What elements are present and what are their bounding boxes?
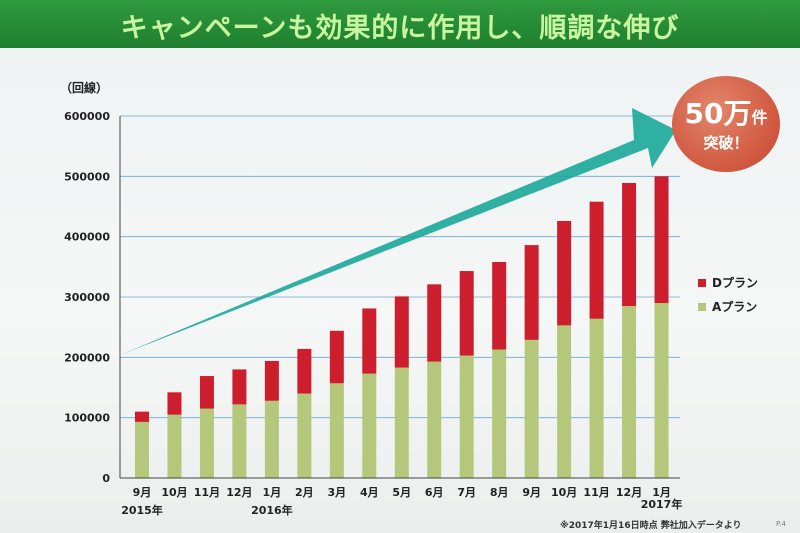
bar-segment [232, 404, 247, 478]
year-labels: 2015年 2016年 2017年 [121, 497, 682, 517]
x-tick-label: 4月 [360, 486, 379, 499]
y-tick-label: 300000 [64, 291, 110, 304]
legend-swatch [698, 279, 706, 287]
bar-segment [135, 421, 149, 478]
x-tick-label: 1月 [263, 486, 282, 499]
y-tick-label: 100000 [64, 412, 110, 425]
bar-segment [264, 400, 279, 478]
year-label: 2015年 [121, 503, 163, 517]
y-tick-label: 600000 [64, 110, 110, 123]
bar-segment [167, 392, 182, 415]
page-number: P.4 [776, 520, 786, 528]
x-tick-label: 12月 [226, 486, 252, 499]
bar-segment [654, 303, 669, 478]
x-axis-ticks: 9月 10月 11月 12月 1月 2月 3月 4月 5月 6月 7月 8月 9月 10月 11月 12月 1月 [133, 486, 671, 499]
badge-unit: 件 [751, 108, 768, 127]
footnote: ※2017年1月16日時点 弊社加入データより [560, 521, 742, 531]
x-tick-label: 3月 [327, 486, 346, 499]
y-tick-label: 0 [102, 472, 110, 485]
x-tick-label: 2月 [295, 486, 314, 499]
title-bar: キャンペーンも効果的に作用し、順調な伸び [0, 0, 800, 48]
x-tick-label: 6月 [425, 486, 444, 499]
bar-segment [167, 414, 182, 478]
bar-segment [394, 296, 409, 368]
x-tick-label: 11月 [583, 486, 609, 499]
y-axis-unit-label: （回線） [60, 80, 108, 95]
bar-segment [589, 201, 604, 319]
x-tick-label: 7月 [457, 486, 476, 499]
bar-segment [622, 182, 637, 307]
legend: Dプラン Aプラン [698, 275, 758, 314]
year-label: 2017年 [641, 497, 683, 511]
x-tick-label: 1月 [652, 486, 671, 499]
bar-segment [329, 330, 344, 384]
y-tick-label: 400000 [64, 231, 110, 244]
y-axis-ticks: 0 100000 200000 300000 400000 500000 600000 [64, 110, 110, 485]
x-tick-label: 5月 [392, 486, 411, 499]
bar-segment [654, 176, 669, 304]
bar-segment [394, 367, 409, 478]
bar-segment [622, 306, 637, 478]
bar-segment [362, 373, 377, 478]
milestone-badge: 50万件 突破！ [672, 76, 780, 172]
bar-segment [459, 355, 474, 478]
x-tick-label: 10月 [161, 486, 187, 499]
bar-segment [297, 348, 312, 394]
bars [135, 176, 669, 478]
bar-segment [459, 271, 474, 356]
y-tick-label: 200000 [64, 351, 110, 364]
bar-segment [199, 408, 214, 478]
x-tick-label: 8月 [490, 486, 509, 499]
bar-segment [427, 284, 442, 362]
x-tick-label: 10月 [551, 486, 577, 499]
x-tick-label: 12月 [616, 486, 642, 499]
bar-segment [232, 369, 247, 405]
legend-label: Dプラン [712, 275, 758, 290]
bar-segment [297, 393, 312, 478]
bar-segment [135, 411, 149, 422]
bar-segment [329, 383, 344, 478]
bar-segment [427, 361, 442, 478]
bar-segment [524, 339, 539, 478]
badge-subtext: 突破！ [703, 134, 749, 152]
legend-label: Aプラン [712, 299, 757, 314]
bar-segment [362, 308, 377, 374]
badge-number: 50万 [684, 97, 752, 130]
legend-swatch [698, 303, 706, 311]
year-label: 2016年 [251, 503, 293, 517]
bar-segment [492, 349, 507, 478]
bar-segment [199, 376, 214, 409]
x-tick-label: 11月 [194, 486, 220, 499]
bar-segment [557, 220, 572, 326]
y-tick-label: 500000 [64, 170, 110, 183]
bar-segment [524, 245, 539, 340]
x-tick-label: 9月 [133, 486, 152, 499]
slide-title: キャンペーンも効果的に作用し、順調な伸び [120, 13, 680, 44]
bar-segment [589, 318, 604, 478]
x-tick-label: 9月 [522, 486, 541, 499]
bar-segment [264, 360, 279, 401]
bar-segment [492, 262, 507, 350]
bar-segment [557, 325, 572, 478]
